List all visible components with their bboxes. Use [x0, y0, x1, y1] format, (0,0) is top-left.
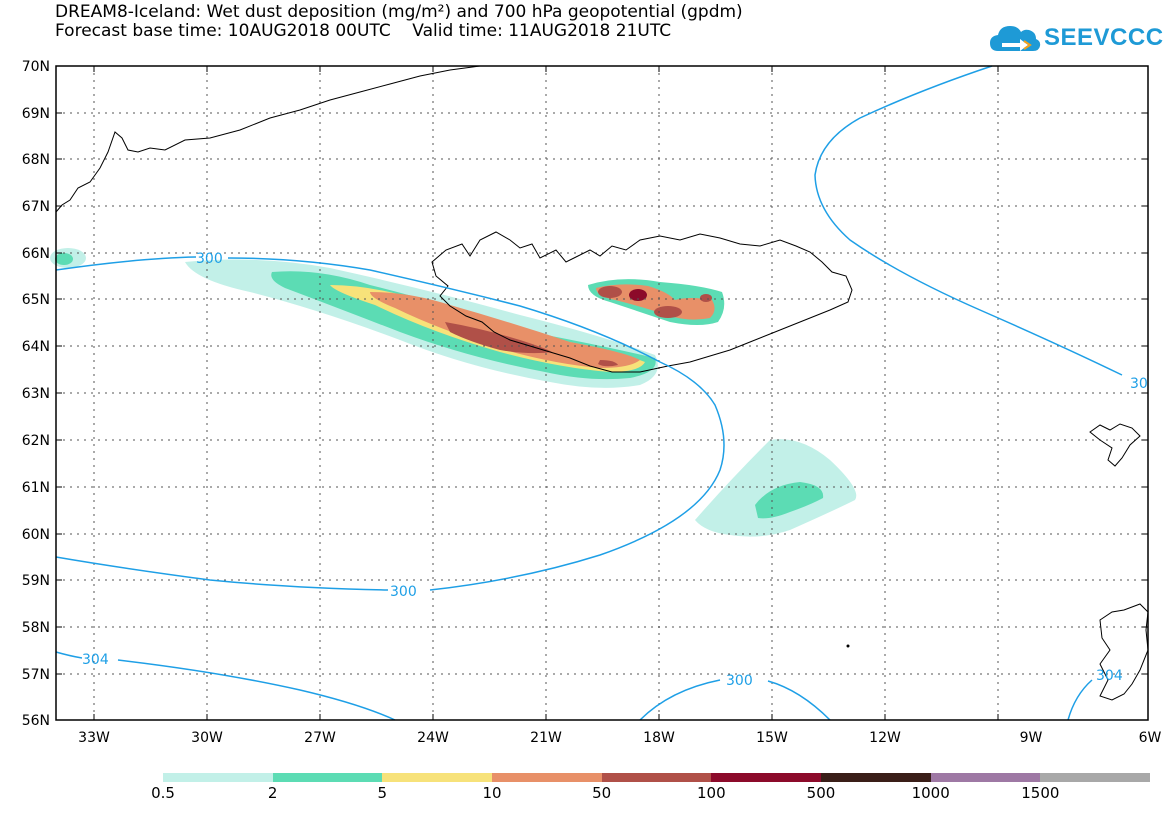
legend-swatch	[272, 773, 383, 782]
lat-label: 62N	[22, 433, 50, 449]
lon-label: 6W	[1139, 730, 1162, 746]
lon-label: 30W	[191, 730, 223, 746]
coastlines	[55, 65, 1149, 701]
lon-label: 9W	[1020, 730, 1043, 746]
lat-label: 70N	[22, 59, 50, 75]
legend-label: 500	[806, 784, 836, 802]
contour-label-group: 300 300 304 300 30 304	[82, 251, 1148, 689]
legend-label: 10	[482, 784, 502, 802]
legend-label: 0.5	[151, 784, 175, 802]
legend-swatch	[930, 773, 1041, 782]
lat-label: 65N	[22, 292, 50, 308]
lon-label: 33W	[78, 730, 110, 746]
legend-label: 50	[592, 784, 612, 802]
graticule	[56, 66, 1148, 720]
longitude-labels: 33W 30W 27W 24W 21W 18W 15W 12W 9W 6W	[78, 730, 1161, 746]
lat-label: 59N	[22, 573, 50, 589]
dust-shading	[50, 248, 857, 537]
legend-label: 1000	[911, 784, 950, 802]
lon-label: 27W	[304, 730, 336, 746]
cloud-icon	[990, 26, 1041, 51]
legend-label: 1500	[1021, 784, 1060, 802]
legend-swatch	[601, 773, 712, 782]
logo-text: SEEVCCC	[1044, 24, 1164, 51]
legend-swatch	[821, 773, 931, 782]
lat-label: 67N	[22, 199, 50, 215]
legend-swatch	[382, 773, 493, 782]
contour-label: 300	[196, 251, 223, 267]
lon-label: 18W	[643, 730, 675, 746]
legend-swatch	[163, 773, 273, 782]
contour-label: 300	[390, 584, 417, 600]
contour-label: 304	[82, 652, 109, 668]
lat-label: 68N	[22, 152, 50, 168]
lat-label: 61N	[22, 480, 50, 496]
color-legend	[163, 773, 1151, 782]
lon-label: 12W	[869, 730, 901, 746]
tick-marks	[56, 66, 1149, 720]
contour-label: 300	[726, 673, 753, 689]
legend-swatch	[492, 773, 602, 782]
lat-label: 58N	[22, 620, 50, 636]
map-title: DREAM8-Iceland: Wet dust deposition (mg/…	[55, 2, 743, 22]
legend-swatch	[1040, 773, 1151, 782]
lon-label: 21W	[530, 730, 562, 746]
forecast-times: Forecast base time: 10AUG2018 00UTC Vali…	[55, 21, 672, 41]
lon-label: 15W	[756, 730, 788, 746]
contour-label: 30	[1130, 376, 1148, 392]
legend-label: 100	[697, 784, 726, 802]
lat-label: 66N	[22, 246, 50, 262]
lat-label: 57N	[22, 667, 50, 683]
lat-label: 63N	[22, 386, 50, 402]
lat-label: 69N	[22, 106, 50, 122]
latitude-labels: 70N 69N 68N 67N 66N 65N 64N 63N 62N 61N …	[22, 59, 50, 729]
legend-label: 5	[377, 784, 388, 802]
geopotential-contours	[55, 65, 1123, 721]
seevccc-logo: SEEVCCC	[988, 18, 1168, 58]
lon-label: 24W	[417, 730, 449, 746]
legend-label: 2	[267, 784, 278, 802]
legend-swatch	[711, 773, 822, 782]
contour-label: 304	[1096, 668, 1123, 684]
lat-label: 56N	[22, 713, 50, 729]
lat-label: 64N	[22, 339, 50, 355]
lat-label: 60N	[22, 527, 50, 543]
